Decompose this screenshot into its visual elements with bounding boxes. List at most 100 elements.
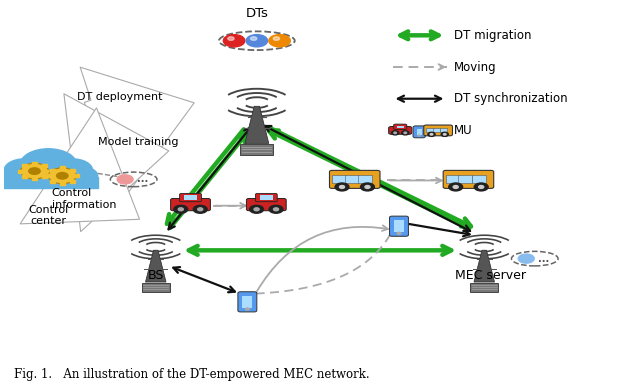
Circle shape	[254, 208, 259, 211]
Circle shape	[117, 175, 133, 184]
Circle shape	[397, 232, 401, 234]
Bar	[445, 176, 460, 182]
Text: MU: MU	[454, 124, 472, 137]
Bar	[472, 176, 486, 182]
Text: BS: BS	[148, 270, 164, 283]
Circle shape	[428, 132, 435, 136]
FancyBboxPatch shape	[443, 171, 493, 188]
Bar	[22, 175, 27, 178]
Circle shape	[430, 134, 433, 135]
Bar	[70, 169, 75, 172]
Bar	[74, 174, 79, 177]
Bar	[22, 164, 27, 167]
Circle shape	[250, 205, 264, 213]
FancyBboxPatch shape	[246, 199, 286, 211]
Circle shape	[0, 167, 29, 184]
Circle shape	[179, 208, 183, 211]
Circle shape	[453, 186, 458, 188]
Bar	[50, 180, 55, 183]
Text: Fig. 1.   An illustration of the DT-empowered MEC network.: Fig. 1. An illustration of the DT-empowe…	[13, 368, 369, 382]
Bar	[18, 170, 23, 172]
Circle shape	[404, 132, 406, 134]
Bar	[345, 176, 358, 182]
Bar	[46, 174, 51, 177]
Text: DTs: DTs	[245, 7, 268, 20]
FancyBboxPatch shape	[388, 127, 412, 134]
Circle shape	[20, 163, 49, 179]
Bar	[60, 182, 65, 185]
Polygon shape	[474, 250, 495, 282]
Circle shape	[246, 35, 268, 47]
Bar	[260, 195, 273, 199]
Bar	[32, 162, 37, 165]
Bar	[426, 128, 433, 132]
Circle shape	[56, 172, 68, 179]
Circle shape	[360, 183, 374, 191]
Bar	[458, 176, 472, 182]
Bar	[440, 128, 447, 132]
Circle shape	[269, 35, 291, 47]
Text: Model training: Model training	[98, 137, 178, 147]
Circle shape	[518, 254, 534, 263]
Bar	[433, 128, 440, 132]
FancyBboxPatch shape	[238, 292, 257, 312]
Circle shape	[246, 308, 249, 310]
FancyBboxPatch shape	[141, 283, 170, 292]
Bar	[243, 296, 252, 308]
Circle shape	[223, 35, 245, 47]
Circle shape	[365, 186, 370, 188]
Circle shape	[444, 134, 446, 135]
Bar	[397, 126, 404, 128]
Text: DT deployment: DT deployment	[77, 92, 163, 102]
FancyBboxPatch shape	[330, 171, 380, 188]
Polygon shape	[245, 106, 269, 143]
Circle shape	[174, 205, 188, 213]
Circle shape	[402, 131, 409, 135]
Bar	[46, 170, 51, 172]
Text: DT synchronization: DT synchronization	[454, 92, 568, 105]
Circle shape	[52, 159, 93, 182]
Bar	[184, 195, 197, 199]
Circle shape	[474, 183, 488, 191]
Text: ...: ...	[137, 174, 148, 184]
Circle shape	[269, 205, 283, 213]
Circle shape	[335, 183, 349, 191]
Circle shape	[250, 37, 257, 40]
Circle shape	[15, 167, 53, 188]
Bar	[394, 221, 404, 232]
Text: Control
information: Control information	[52, 188, 116, 210]
FancyBboxPatch shape	[171, 199, 211, 211]
Text: Moving: Moving	[454, 60, 497, 74]
Bar	[70, 180, 75, 183]
Circle shape	[29, 168, 40, 174]
Circle shape	[392, 131, 399, 135]
FancyBboxPatch shape	[390, 216, 408, 236]
FancyBboxPatch shape	[240, 144, 273, 155]
Circle shape	[67, 167, 98, 184]
Circle shape	[4, 159, 45, 182]
Bar	[42, 164, 47, 167]
Circle shape	[273, 37, 280, 40]
Text: Control
center: Control center	[28, 204, 68, 226]
Bar	[60, 166, 65, 169]
Text: ...: ...	[538, 254, 549, 264]
Circle shape	[441, 132, 449, 136]
Text: DT migration: DT migration	[454, 29, 531, 42]
Circle shape	[49, 168, 76, 184]
FancyBboxPatch shape	[424, 125, 452, 136]
FancyBboxPatch shape	[255, 194, 277, 202]
Circle shape	[449, 183, 463, 191]
Circle shape	[193, 205, 207, 213]
Text: MEC server: MEC server	[455, 270, 526, 283]
Circle shape	[418, 135, 420, 136]
Circle shape	[198, 208, 203, 211]
FancyBboxPatch shape	[180, 194, 202, 202]
FancyBboxPatch shape	[394, 124, 407, 129]
Bar	[332, 176, 346, 182]
Circle shape	[394, 132, 396, 134]
Bar	[0, 177, 98, 187]
Circle shape	[44, 167, 81, 188]
Bar	[50, 169, 55, 172]
FancyBboxPatch shape	[413, 126, 426, 138]
Bar	[42, 175, 47, 178]
